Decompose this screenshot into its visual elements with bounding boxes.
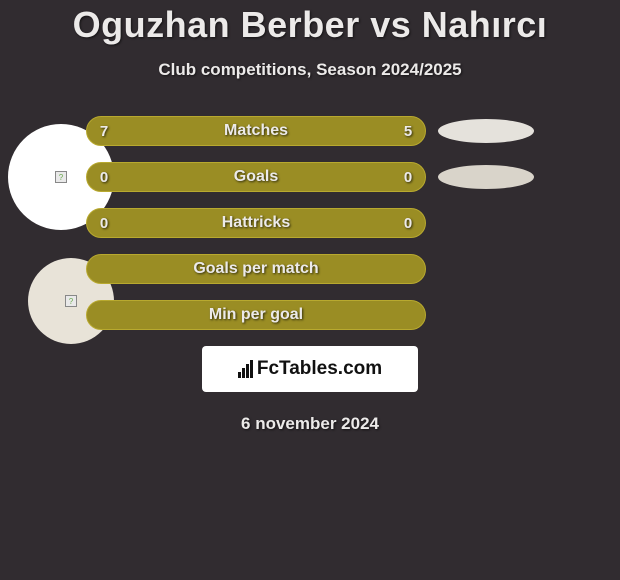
- bar-chart-icon: [238, 360, 253, 378]
- page-subtitle: Club competitions, Season 2024/2025: [0, 60, 620, 80]
- stat-label: Goals per match: [87, 260, 425, 278]
- comparison-row: 0Goals0: [0, 162, 620, 192]
- comparison-row: 0Hattricks0: [0, 208, 620, 238]
- stat-label: Min per goal: [87, 306, 425, 324]
- comparison-row: Goals per match: [0, 254, 620, 284]
- branding: FcTables.com: [202, 346, 418, 392]
- stat-bar: 0Goals0: [86, 162, 426, 192]
- date-label: 6 november 2024: [0, 414, 620, 434]
- stat-bar: Goals per match: [86, 254, 426, 284]
- stat-value-left: 0: [97, 215, 111, 232]
- stat-ellipse: [438, 165, 534, 189]
- stat-bar: 0Hattricks0: [86, 208, 426, 238]
- stat-value-left: 0: [97, 169, 111, 186]
- stat-value-right: 5: [401, 123, 415, 140]
- comparison-row: 7Matches5: [0, 116, 620, 146]
- page-title: Oguzhan Berber vs Nahırcı: [0, 0, 620, 46]
- stat-value-right: 0: [401, 169, 415, 186]
- comparison-row: Min per goal: [0, 300, 620, 330]
- stat-bar: 7Matches5: [86, 116, 426, 146]
- branding-text: FcTables.com: [257, 358, 382, 380]
- stat-label: Matches: [87, 122, 425, 140]
- stat-label: Goals: [87, 168, 425, 186]
- stat-label: Hattricks: [87, 214, 425, 232]
- stat-ellipse: [438, 119, 534, 143]
- stat-value-left: 7: [97, 123, 111, 140]
- stat-bar: Min per goal: [86, 300, 426, 330]
- stat-value-right: 0: [401, 215, 415, 232]
